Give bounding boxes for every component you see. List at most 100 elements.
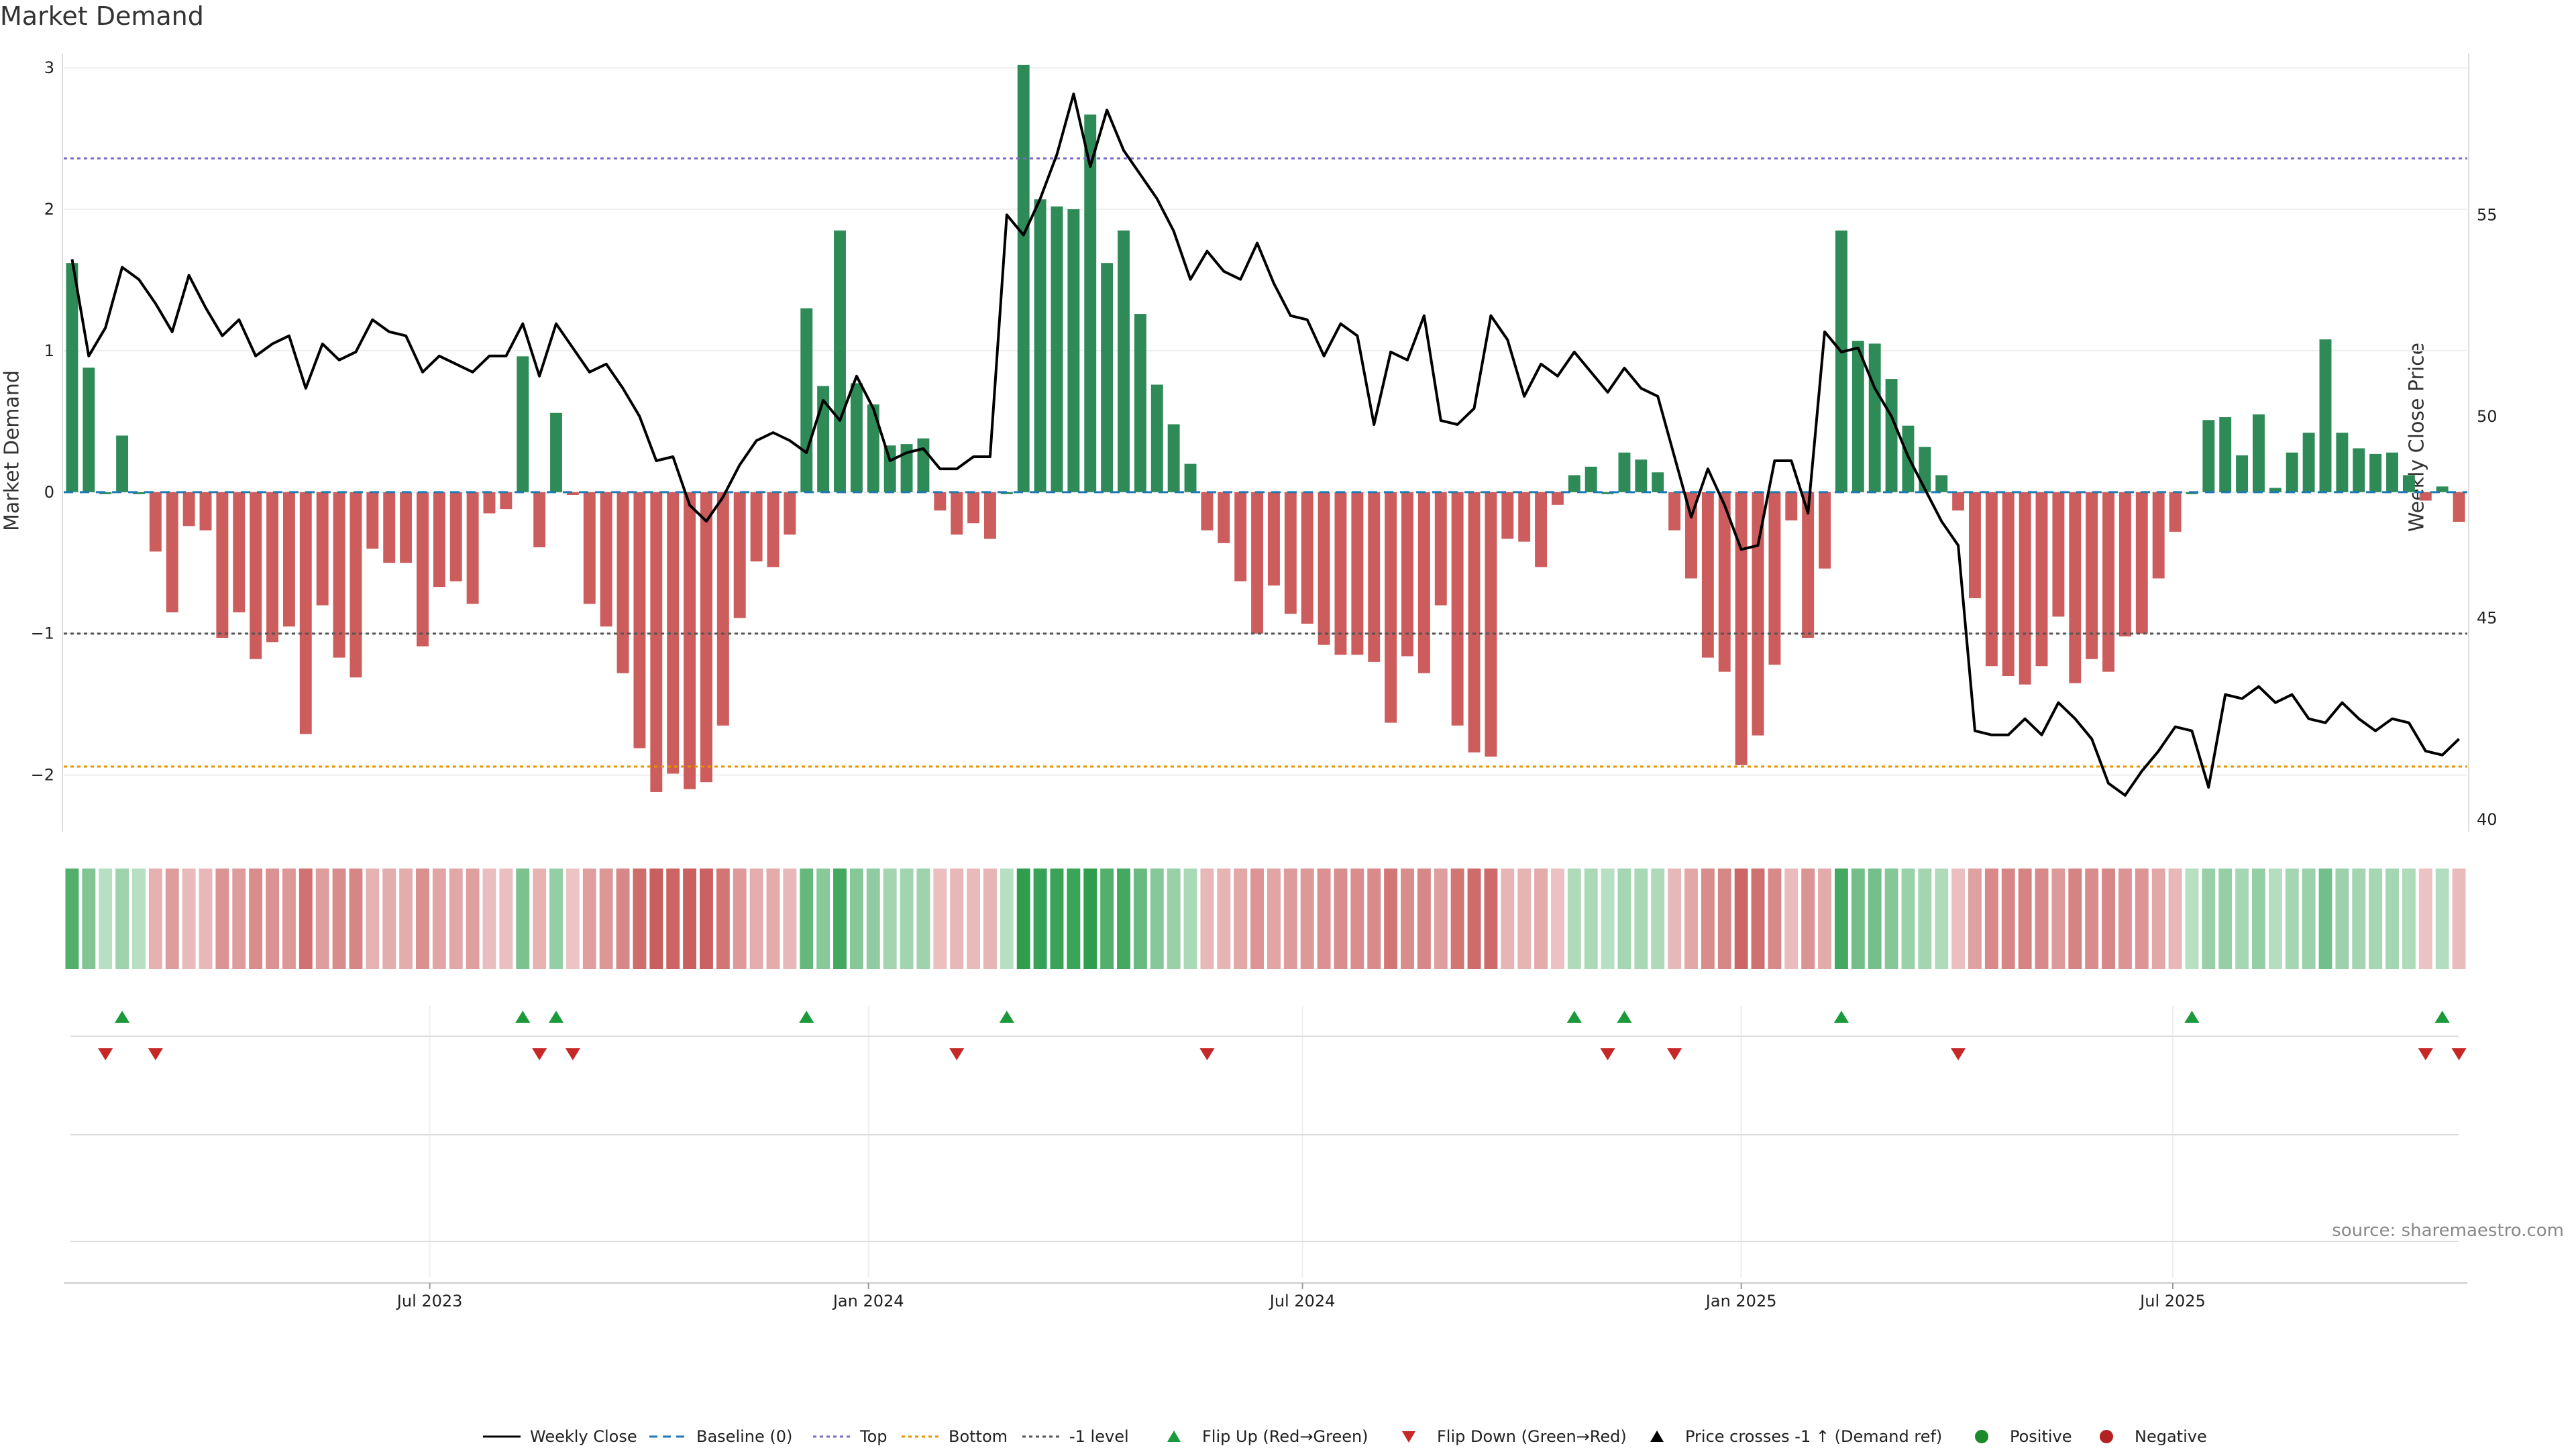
heat-cell [482,869,496,969]
heat-cell [1050,869,1064,969]
demand-bar [2369,453,2382,492]
flip-down-marker [1600,1048,1615,1060]
legend-swatch [900,1428,942,1445]
heat-cell [1183,869,1197,969]
demand-bar [1334,492,1347,655]
heat-cell [1868,869,1882,969]
demand-bar [967,492,980,524]
heat-cell [1550,869,1564,969]
demand-bar [316,492,329,606]
demand-bar [1568,475,1580,492]
heat-cell [2151,869,2165,969]
heat-cell [1467,869,1481,969]
demand-bar [2253,414,2265,492]
heat-cell [1000,869,1014,969]
heat-cell [1200,869,1214,969]
demand-bar [1685,492,1697,579]
heat-cell [2352,869,2366,969]
heat-cell [115,869,129,969]
demand-bar [983,492,996,539]
heat-cell [449,869,463,969]
heat-cell [683,869,697,969]
heat-cell [633,869,647,969]
heat-cell [1367,869,1381,969]
demand-bar [850,383,863,492]
right-tick-label: 55 [2477,205,2498,224]
demand-bar [1535,492,1548,567]
flip-down-marker [148,1048,163,1060]
demand-bar [1952,492,1965,511]
heat-cell [1701,869,1715,969]
heat-cell [616,869,630,969]
legend-swatch [812,1428,853,1445]
demand-bar [583,492,596,604]
demand-bar [834,230,846,492]
demand-bar [66,263,78,492]
heat-cell [2252,869,2265,969]
demand-bar [1368,492,1381,662]
heat-cell [1334,869,1348,969]
heat-cell [849,869,863,969]
left-tick-label: 1 [44,341,54,360]
heat-cell [967,869,981,969]
demand-bar [383,492,396,563]
heat-cell [1083,869,1097,969]
legend-swatch [648,1428,690,1445]
demand-bar [149,492,162,552]
legend-item: Negative [2086,1427,2207,1446]
heat-cell [900,869,914,969]
demand-bar [1885,379,1898,492]
demand-bar [566,492,579,496]
legend-item: Positive [1962,1427,2072,1446]
heat-cell [2218,869,2233,969]
heat-cell [2418,869,2432,969]
heat-cell [666,869,680,969]
legend-item: Bottom [900,1427,1008,1446]
heat-cell [332,869,346,969]
heat-cell [2268,869,2282,969]
heat-cell [1634,869,1648,969]
heat-cell [1968,869,1982,969]
weekly-close-line [70,93,2460,797]
heat-cell [582,869,596,969]
right-tick-label: 50 [2477,407,2498,426]
demand-bar [2353,448,2365,492]
demand-bar [1318,492,1330,645]
heat-cell [883,869,897,969]
heat-cell [2385,869,2399,969]
demand-bar [199,492,212,530]
flip-up-marker [999,1011,1014,1023]
demand-bar [1201,492,1214,530]
flip-down-marker [1951,1048,1966,1060]
heat-cell [2285,869,2299,969]
heat-cell [1033,869,1047,969]
demand-bar [784,492,796,535]
demand-bar [182,492,195,526]
legend-item: -1 level [1021,1427,1129,1446]
heat-cell [1250,869,1265,969]
heat-cell [2001,869,2015,969]
heat-cell [1016,869,1030,969]
demand-bar [1919,447,1931,492]
heat-cell [266,869,279,969]
heat-cell [1717,869,1731,969]
demand-bar [2019,492,2031,685]
demand-bar [2002,492,2015,676]
flip-up-marker [1617,1011,1632,1023]
heat-cell [1784,869,1799,969]
heat-cell [2135,869,2149,969]
demand-bar [2035,492,2048,667]
heat-cell [1150,869,1164,969]
x-tick-label: Jan 2024 [832,1292,904,1310]
demand-bar [883,445,896,492]
heat-cell [1768,869,1782,969]
demand-bar [750,492,763,562]
demand-bar [1585,466,1597,492]
heat-cell [65,869,79,969]
demand-bar [350,492,362,678]
demand-bar [1635,459,1648,492]
flip-down-marker [1199,1048,1215,1060]
flip-up-marker [515,1011,531,1023]
demand-bar [1401,492,1413,657]
heat-cell [1567,869,1581,969]
